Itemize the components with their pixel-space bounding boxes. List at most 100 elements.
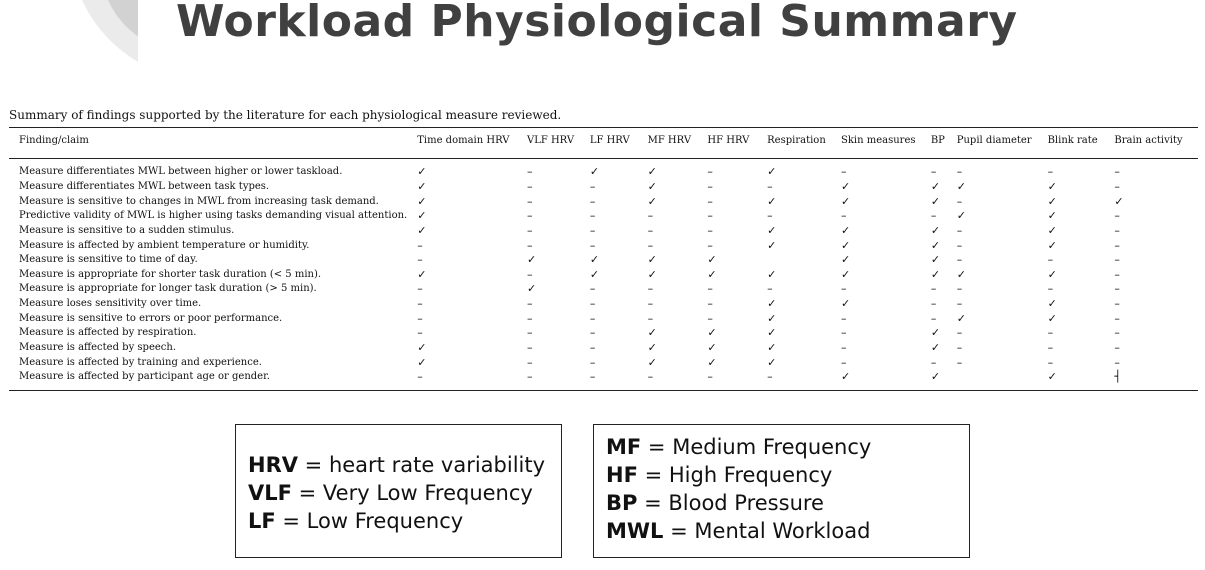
legend-entry: VLF = Very Low Frequency [248,479,561,507]
dash-mark-cell: – [1114,297,1120,311]
check-mark-cell: ✓ [647,355,657,369]
legend-entry: HRV = heart rate variability [248,451,561,479]
legend-definition: = Mental Workload [663,519,871,543]
dash-mark-cell: – [1114,209,1120,223]
slide-title: Workload Physiological Summary [176,0,1018,47]
legend-box-left: HRV = heart rate variability VLF = Very L… [235,424,562,558]
dash-mark-cell: – [526,194,533,208]
dash-mark-cell: – [589,194,596,208]
dash-mark-cell: – [647,370,654,384]
dash-mark-cell: – [1114,238,1120,252]
check-mark-cell: ✓ [930,253,941,267]
finding-claim-cell: Measure loses sensitivity over time. [19,298,202,310]
check-mark-cell: ✓ [930,223,941,237]
dash-mark-cell: – [647,238,654,252]
check-mark-cell: ✓ [1047,209,1057,223]
dash-mark-cell: – [956,194,963,208]
dash-mark-cell: – [841,326,847,340]
dash-mark-cell: – [589,341,596,354]
check-mark-cell: ✓ [767,223,777,237]
dash-mark-cell: – [526,165,533,179]
dash-mark-cell: – [589,355,596,369]
dash-mark-cell: – [647,282,654,296]
check-mark-cell: ✓ [417,179,427,193]
check-mark-cell: ✓ [841,194,851,208]
check-mark-cell: ✓ [767,267,777,281]
dash-mark-cell: – [1047,355,1054,369]
check-mark-cell: ✓ [930,238,941,252]
check-mark-cell: ✓ [526,282,537,296]
dash-mark-cell: – [841,282,847,296]
dash-mark-cell: – [841,341,847,354]
dash-mark-cell: – [589,179,596,193]
dash-mark-cell: – [417,370,423,384]
dash-mark-cell: – [930,165,937,179]
table-body: Measure differentiates MWL between highe… [9,159,1198,391]
column-header: Respiration [757,127,831,159]
dash-mark-cell: – [1114,179,1120,193]
table-row: Measure is affected by training and expe… [9,355,1198,370]
dash-mark-cell: – [589,238,596,252]
dash-mark-cell: – [1047,341,1054,354]
dash-mark-cell: – [589,311,596,325]
dash-mark-cell: – [1114,253,1120,267]
dash-mark-cell: – [767,179,773,193]
legend-abbreviation: LF [248,509,276,533]
dash-mark-cell: – [707,238,713,252]
table-row: Measure is affected by participant age o… [9,370,1198,390]
dash-mark-cell: – [1114,341,1120,354]
findings-table: Finding/claim Time domain HRV VLF HRV LF HR… [9,127,1198,391]
dash-mark-cell [757,253,831,268]
dash-mark-cell: – [1047,165,1054,179]
dash-mark-cell: – [526,267,533,281]
finding-claim-cell: Measure is sensitive to changes in MWL f… [19,195,379,207]
legend-definition: = Very Low Frequency [291,481,533,505]
check-mark-cell: ✓ [417,209,427,223]
dash-mark-cell: – [526,341,533,354]
check-mark-cell: ✓ [930,179,941,193]
dash-mark-cell: – [767,209,773,223]
dash-mark-cell: – [526,311,533,325]
check-mark-cell: ✓ [647,165,657,179]
column-header: Skin measures [831,127,921,159]
check-mark-cell: ✓ [417,165,427,179]
check-mark-cell: ✓ [956,311,966,325]
check-mark-cell: ✓ [841,238,851,252]
legend-entry: MF = Medium Frequency [606,433,969,461]
check-mark-cell: ✓ [767,355,777,369]
dash-mark-cell: – [956,165,963,179]
dash-mark-cell: – [589,282,596,296]
check-mark-cell: ✓ [1047,238,1057,252]
check-mark-cell: ✓ [767,297,777,311]
dash-mark-cell: – [647,311,654,325]
legend-abbreviation: HF [606,463,638,487]
column-header: Brain activity [1104,127,1198,159]
dash-mark-cell: – [589,297,596,311]
table-header-row: Finding/claim Time domain HRV VLF HRV LF HR… [9,127,1198,159]
column-header: Pupil diameter [946,127,1038,159]
finding-claim-cell: Measure is affected by ambient temperatu… [19,239,310,251]
table-row: Measure is affected by speech. ✓ – – ✓ ✓ ✓ – ✓ – –… [9,341,1198,356]
dash-mark-cell: – [930,311,937,325]
check-mark-cell: ✓ [930,326,941,340]
check-mark-cell: ✓ [707,341,717,354]
dash-mark-cell: – [1047,282,1054,296]
table-row: Measure loses sensitivity over time. – – – –… [9,297,1198,312]
check-mark-cell: ✓ [930,267,941,281]
check-mark-cell: ✓ [767,311,777,325]
legend-entry: BP = Blood Pressure [606,489,969,517]
table-row: Measure is sensitive to time of day. – ✓ ✓ ✓… [9,253,1198,268]
dash-mark-cell: – [526,326,533,340]
check-mark-cell: ✓ [930,341,941,354]
dash-mark-cell: – [707,223,713,237]
check-mark-cell: ✓ [589,165,600,179]
check-mark-cell: ✓ [841,179,851,193]
check-mark-cell: ✓ [1047,179,1057,193]
check-mark-cell: ✓ [767,165,777,179]
table-row: Measure is appropriate for shorter task … [9,267,1198,282]
finding-claim-cell: Measure is sensitive to a sudden stimulu… [19,224,235,236]
table-row: Measure is appropriate for longer task d… [9,282,1198,297]
column-header: VLF HRV [516,127,580,159]
legend-definition: = Medium Frequency [641,435,872,459]
dash-mark-cell: – [526,370,533,384]
